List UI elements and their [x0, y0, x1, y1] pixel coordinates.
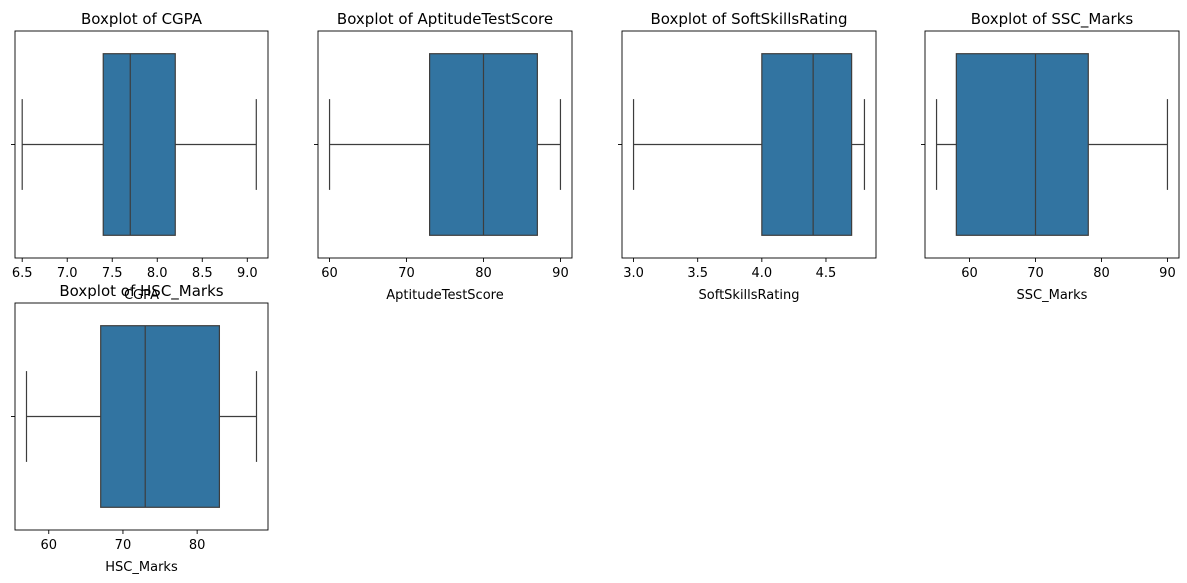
x-tick-label: 90 [552, 266, 569, 281]
chart-panel-3: 3.0 3.5 4.0 4.5 SoftSkillsRating Boxplot of S… [618, 10, 877, 303]
chart-title: Boxplot of HSC_Marks [59, 282, 223, 301]
x-tick-label: 70 [115, 538, 132, 553]
x-tick-label: 3.0 [623, 266, 644, 281]
x-tick-label: 80 [475, 266, 492, 281]
x-tick-label: 9.0 [237, 266, 258, 281]
x-tick-label: 80 [189, 538, 206, 553]
x-tick-label: 7.0 [57, 266, 78, 281]
x-axis-label: HSC_Marks [105, 560, 178, 575]
x-tick-label: 4.0 [751, 266, 772, 281]
iqr-box [955, 53, 1089, 236]
x-tick-label: 6.5 [12, 266, 33, 281]
x-tick-label: 8.0 [147, 266, 168, 281]
x-axis-label: AptitudeTestScore [386, 288, 503, 303]
chart-title: Boxplot of SoftSkillsRating [650, 10, 847, 28]
iqr-box [100, 325, 221, 508]
iqr-box [102, 53, 176, 236]
x-tick-label: 70 [398, 266, 415, 281]
x-tick-label: 60 [961, 266, 978, 281]
x-tick-label: 60 [40, 538, 57, 553]
chart-title: Boxplot of AptitudeTestScore [337, 10, 553, 28]
chart-title: Boxplot of SSC_Marks [971, 10, 1134, 29]
chart-panel-2: 60 70 80 90 AptitudeTestScore Boxplot of Apti… [314, 10, 573, 303]
chart-panel-1: 6.5 7.0 7.5 8.0 8.5 9.0 CGPA Boxplot of CGPA [11, 10, 269, 303]
x-tick-label: 3.5 [687, 266, 708, 281]
iqr-box [761, 53, 853, 236]
chart-panel-4: 60 70 80 90 SSC_Marks Boxplot of SSC_Marks [921, 10, 1180, 303]
x-tick-label: 60 [321, 266, 338, 281]
x-tick-label: 4.5 [816, 266, 837, 281]
x-tick-label: 70 [1027, 266, 1044, 281]
x-tick-label: 7.5 [102, 266, 123, 281]
x-tick-label: 90 [1159, 266, 1176, 281]
chart-panel-5: 60 70 80 HSC_Marks Boxplot of HSC_Marks [11, 282, 269, 575]
x-tick-label: 8.5 [192, 266, 213, 281]
x-tick-label: 80 [1093, 266, 1110, 281]
x-axis-label: CGPA [124, 288, 159, 303]
x-axis-label: SSC_Marks [1017, 288, 1088, 303]
chart-title: Boxplot of CGPA [81, 10, 203, 28]
x-axis-label: SoftSkillsRating [699, 288, 800, 303]
